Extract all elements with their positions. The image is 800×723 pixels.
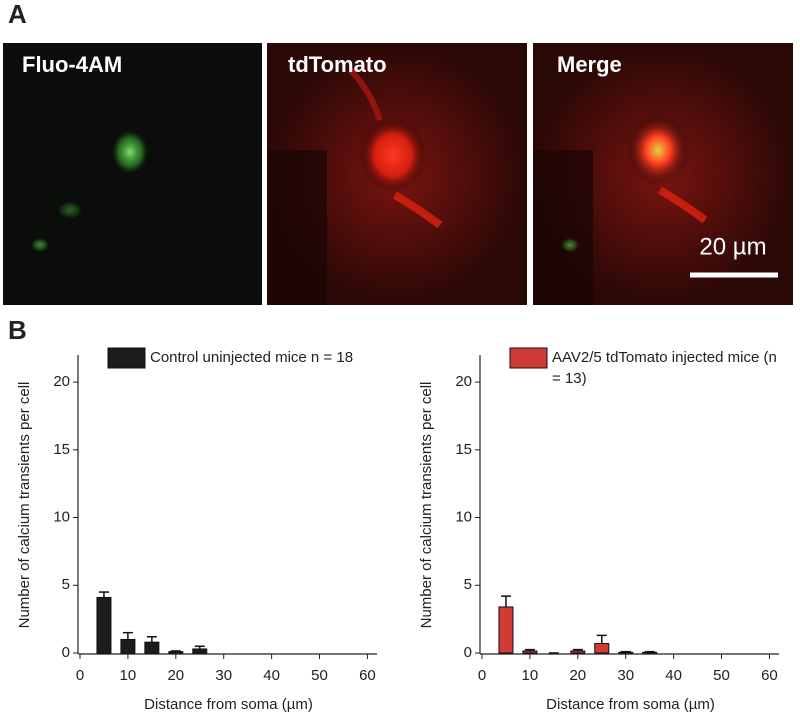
x-tick-label: 40: [263, 667, 280, 684]
error-bar: [170, 650, 181, 652]
bar: [498, 606, 514, 654]
y-axis-label: Number of calcium transients per cell: [16, 382, 33, 629]
x-tick-label: 10: [522, 667, 539, 684]
image-label: tdTomato: [288, 52, 387, 77]
bar: [96, 596, 112, 654]
scale-bar-label: 20 µm: [699, 233, 766, 260]
image-fluo: Fluo-4AM: [3, 43, 262, 305]
error-bar: [620, 650, 631, 653]
y-tick-label: 5: [464, 576, 472, 593]
y-tick-label: 10: [53, 509, 70, 526]
y-tick-label: 5: [62, 576, 70, 593]
panel-label: A: [8, 0, 27, 29]
y-tick-label: 15: [455, 441, 472, 458]
bar: [192, 648, 208, 654]
image-label: Merge: [557, 52, 622, 77]
error-bar: [572, 648, 583, 651]
image-tdtomato: tdTomato: [267, 43, 527, 305]
legend-swatch: [107, 347, 146, 369]
bar: [522, 650, 538, 654]
y-axis-label: Number of calcium transients per cell: [418, 382, 435, 629]
error-bar: [500, 595, 511, 607]
x-tick-label: 30: [215, 667, 232, 684]
panel-label: B: [8, 315, 27, 345]
y-tick-label: 10: [455, 509, 472, 526]
image-merge: Merge 20 µm: [533, 43, 793, 305]
x-tick-label: 60: [761, 667, 778, 684]
legend-label: Control uninjected mice n = 18: [150, 349, 354, 366]
x-tick-label: 40: [665, 667, 682, 684]
y-tick-label: 15: [53, 441, 70, 458]
image-label: Fluo-4AM: [22, 52, 122, 77]
legend-swatch: [509, 347, 548, 369]
y-tick-label: 20: [53, 373, 70, 390]
bar: [120, 638, 136, 654]
x-tick-label: 30: [617, 667, 634, 684]
error-bar: [596, 634, 607, 644]
error-bar: [146, 635, 157, 643]
y-tick-label: 0: [464, 644, 472, 661]
error-bar: [122, 631, 133, 640]
bar: [618, 651, 634, 654]
error-bar: [644, 650, 655, 653]
x-axis-label: Distance from soma (µm): [546, 696, 715, 713]
x-tick-label: 0: [478, 667, 486, 684]
y-tick-label: 20: [455, 373, 472, 390]
legend-label: AAV2/5 tdTomato injected mice (n = 13): [552, 349, 777, 387]
x-axis-label: Distance from soma (µm): [144, 696, 313, 713]
x-tick-label: 10: [120, 667, 137, 684]
error-bar: [194, 645, 205, 649]
bar: [570, 650, 586, 654]
x-tick-label: 60: [359, 667, 376, 684]
error-bar: [98, 591, 109, 598]
x-tick-label: 50: [311, 667, 328, 684]
x-tick-label: 50: [713, 667, 730, 684]
error-bar: [524, 648, 535, 651]
bar: [168, 651, 184, 654]
bar: [144, 641, 160, 654]
x-tick-label: 20: [569, 667, 586, 684]
bar: [642, 651, 658, 654]
x-tick-label: 20: [167, 667, 184, 684]
bar: [594, 643, 610, 654]
x-tick-label: 0: [76, 667, 84, 684]
y-tick-label: 0: [62, 644, 70, 661]
